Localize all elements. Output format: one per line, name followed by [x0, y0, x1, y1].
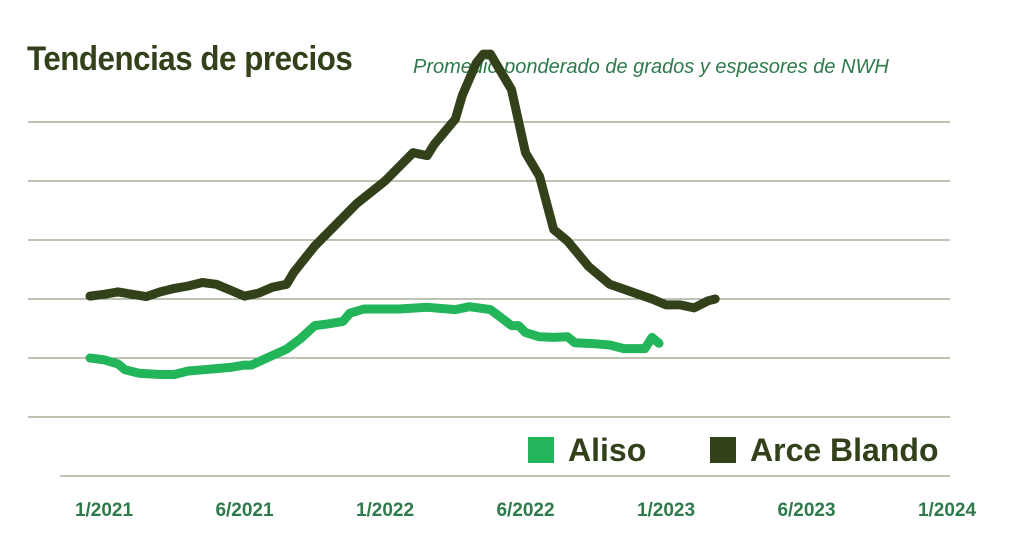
- legend-swatch-aliso: [528, 437, 554, 463]
- x-tick-label: 1/2024: [918, 500, 977, 521]
- x-tick-label: 1/2021: [75, 500, 134, 521]
- series-line-aliso: [85, 302, 664, 379]
- series-line-arce-blando: [85, 49, 720, 313]
- legend-item-arce-blando: Arce Blando: [710, 430, 938, 470]
- x-tick-label: 1/2022: [356, 500, 414, 521]
- chart-series-lines: [85, 49, 720, 379]
- legend-swatch-arce-blando: [710, 437, 736, 463]
- x-axis-tick-labels: 1/2021 6/2021 1/2022 6/2022 1/2023 6/2023 1/20…: [75, 500, 977, 521]
- chart-gridlines: [28, 121, 950, 477]
- legend-label-aliso: Aliso: [568, 431, 647, 468]
- x-tick-label: 6/2021: [215, 500, 274, 521]
- chart-title: Tendencias de precios: [27, 40, 353, 78]
- x-tick-label: 1/2023: [637, 500, 695, 521]
- x-tick-label: 6/2023: [777, 500, 835, 521]
- legend-item-aliso: Aliso: [528, 430, 646, 470]
- x-tick-label: 6/2022: [496, 500, 554, 521]
- chart-subtitle: Promedio ponderado de grados y espesores…: [413, 56, 889, 78]
- legend-label-arce-blando: Arce Blando: [750, 431, 939, 468]
